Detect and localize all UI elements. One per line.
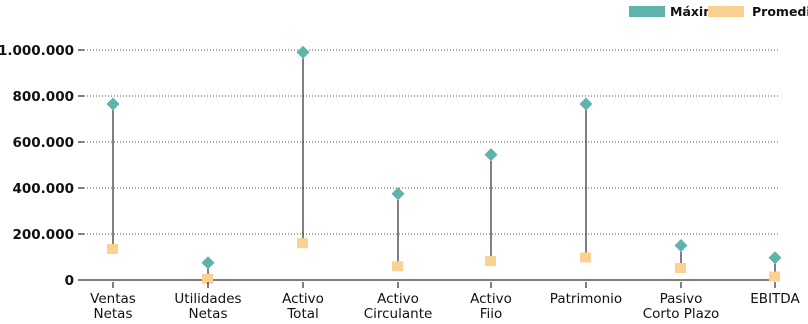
data-markers (106, 45, 782, 284)
y-tick-label: 0 (65, 273, 74, 289)
x-category-label-line: Utilidades (174, 291, 241, 307)
x-category-label: Ventas Netas (90, 291, 136, 322)
gridlines (84, 49, 780, 281)
x-category-label-line: Netas (188, 306, 227, 322)
legend-label-promedio: Promedio (752, 4, 808, 19)
x-category-label: Activo Circulante (364, 291, 433, 322)
x-category-label: Patrimonio (550, 291, 622, 307)
promedio-marker (769, 271, 780, 282)
x-category-label-line: Total (286, 306, 319, 322)
promedio-marker (580, 252, 591, 263)
maxima-marker (391, 187, 405, 201)
maxima-marker (674, 239, 688, 252)
maxima-marker (579, 97, 593, 111)
x-category-label: Activo Fiio (470, 291, 512, 322)
y-axis: 0 200.000 400.000 600.000 800.000 1.000.000 (0, 43, 84, 289)
legend-swatch-maxima (629, 6, 665, 17)
x-category-label-line: Circulante (364, 306, 433, 322)
y-tick-label: 1.000.000 (0, 43, 74, 59)
y-tick-label: 800.000 (13, 89, 75, 105)
promedio-marker (202, 273, 213, 284)
maxima-marker (106, 97, 120, 111)
maxima-marker (768, 251, 782, 265)
legend: MáximaPromedio (629, 4, 808, 19)
x-category-label: Pasivo Corto Plazo (643, 291, 720, 322)
x-category-label-line: EBITDA (750, 291, 800, 307)
legend-swatch-promedio (708, 6, 744, 17)
promedio-marker (485, 256, 496, 267)
y-tick-label: 200.000 (13, 227, 75, 243)
x-category-label-line: Activo (377, 291, 419, 307)
promedio-marker (675, 263, 686, 274)
x-category-label: EBITDA (750, 291, 800, 307)
maxima-marker (484, 148, 498, 162)
promedio-marker (107, 243, 118, 254)
promedio-marker (392, 261, 403, 272)
x-category-label-line: Ventas (90, 291, 136, 307)
x-category-label-line: Activo (470, 291, 512, 307)
x-category-label-line: Fiio (480, 306, 503, 322)
promedio-marker (297, 238, 308, 249)
x-category-label: Utilidades Netas (174, 291, 241, 322)
maxima-marker (296, 45, 310, 59)
x-category-label-line: Patrimonio (550, 291, 622, 307)
x-category-label-line: Netas (93, 306, 132, 322)
y-tick-label: 600.000 (13, 135, 75, 151)
x-category-label-line: Corto Plazo (643, 306, 720, 322)
x-category-label-line: Activo (282, 291, 324, 307)
y-tick-label: 400.000 (13, 181, 75, 197)
maxima-marker (201, 256, 215, 270)
x-category-label-line: Pasivo (660, 291, 703, 307)
x-category-label: Activo Total (282, 291, 324, 322)
